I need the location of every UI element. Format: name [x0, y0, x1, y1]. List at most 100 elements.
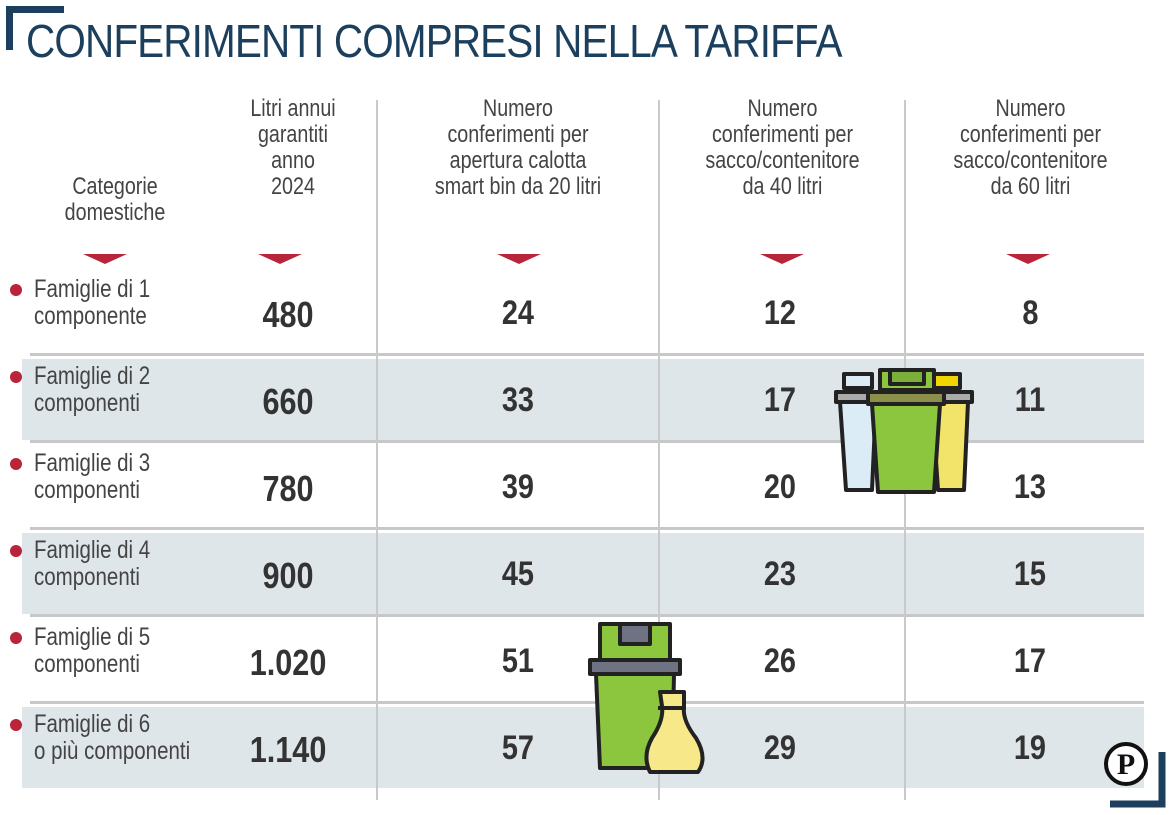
row-divider — [30, 701, 1144, 704]
row-divider — [30, 527, 1144, 530]
header-arrow — [258, 254, 302, 264]
cell-value: 480 — [262, 294, 314, 335]
category-line: Famiglie di 2 — [34, 362, 151, 390]
column-divider — [376, 100, 378, 800]
cell-sacco40: 20 — [710, 468, 850, 507]
category-line: componente — [34, 302, 147, 330]
header-categorie: Categorie domestiche — [30, 174, 200, 226]
publisher-logo-icon: P — [1104, 742, 1166, 808]
header-smart20: Numero conferimenti per apertura calotta… — [378, 96, 658, 200]
column-divider — [658, 100, 660, 800]
recycling-bins-icon — [834, 368, 974, 494]
header-line: domestiche — [64, 199, 166, 226]
header-arrow — [497, 254, 541, 264]
cell-value: 17 — [763, 381, 797, 419]
cell-value: 45 — [501, 555, 535, 593]
cell-value: 11 — [1014, 381, 1046, 419]
cell-smart20: 24 — [448, 294, 588, 333]
cell-litri: 660 — [218, 381, 358, 423]
cell-value: 1.140 — [249, 729, 327, 770]
cell-sacco40: 23 — [710, 555, 850, 594]
table-row — [22, 533, 1144, 614]
cell-value: 780 — [262, 468, 314, 509]
cell-litri: 480 — [218, 294, 358, 336]
cell-smart20: 45 — [448, 555, 588, 594]
header-line: Categorie — [72, 173, 158, 200]
category-line: componenti — [34, 650, 140, 678]
header-line: da 40 litri — [742, 173, 823, 200]
header-line: sacco/contenitore — [705, 147, 860, 174]
header-line: 2024 — [271, 173, 315, 200]
cell-value: 24 — [501, 294, 535, 332]
cell-sacco60: 17 — [960, 642, 1100, 681]
cell-sacco40: 17 — [710, 381, 850, 420]
category-line: Famiglie di 5 — [34, 623, 151, 651]
cell-sacco60: 19 — [960, 729, 1100, 768]
category-line: Famiglie di 1 — [34, 275, 151, 303]
cell-value: 20 — [763, 468, 797, 506]
header-line: conferimenti per — [959, 121, 1102, 148]
cell-sacco40: 12 — [710, 294, 850, 333]
cell-value: 29 — [763, 729, 797, 767]
header-line: Numero — [747, 95, 818, 122]
category-label: Famiglie di 3 componenti — [34, 450, 176, 504]
header-arrow — [1006, 254, 1050, 264]
cell-sacco60: 13 — [960, 468, 1100, 507]
logo-letter: P — [1117, 748, 1135, 781]
row-divider — [30, 440, 1144, 443]
bullet-dot — [10, 632, 22, 644]
cell-litri: 780 — [218, 468, 358, 510]
cell-sacco60: 15 — [960, 555, 1100, 594]
category-line: Famiglie di 4 — [34, 536, 151, 564]
cell-value: 23 — [763, 555, 797, 593]
cell-value: 17 — [1013, 642, 1047, 680]
category-label: Famiglie di 2 componenti — [34, 363, 176, 417]
bullet-dot — [10, 719, 22, 731]
category-label: Famiglie di 4 componenti — [34, 537, 176, 591]
cell-smart20: 33 — [448, 381, 588, 420]
header-sacco60: Numero conferimenti per sacco/contenitor… — [908, 96, 1153, 200]
cell-value: 1.020 — [249, 642, 327, 683]
cell-value: 13 — [1013, 468, 1047, 506]
corner-bracket-top-left — [6, 6, 64, 50]
cell-value: 19 — [1013, 729, 1047, 767]
category-line: componenti — [34, 389, 140, 417]
row-divider — [30, 614, 1144, 617]
category-line: Famiglie di 6 — [34, 710, 151, 738]
header-line: sacco/contenitore — [953, 147, 1108, 174]
header-line: anno — [271, 147, 315, 174]
cell-value: 26 — [763, 642, 797, 680]
chart-title: CONFERIMENTI COMPRESI NELLA TARIFFA — [26, 15, 843, 67]
cell-value: 12 — [763, 294, 797, 332]
cell-value: 900 — [262, 555, 314, 596]
header-line: garantiti — [257, 121, 329, 148]
cell-value: 57 — [501, 729, 535, 767]
cell-value: 8 — [1021, 294, 1039, 332]
table-row — [22, 707, 1144, 788]
cell-smart20: 57 — [448, 729, 588, 768]
cell-value: 33 — [501, 381, 535, 419]
cell-smart20: 51 — [448, 642, 588, 681]
category-line: componenti — [34, 476, 140, 504]
bullet-dot — [10, 545, 22, 557]
row-divider — [30, 353, 1144, 356]
bullet-dot — [10, 458, 22, 470]
category-label: Famiglie di 5 componenti — [34, 624, 176, 678]
cell-sacco60: 8 — [960, 294, 1100, 333]
cell-value: 51 — [501, 642, 535, 680]
category-line: componenti — [34, 563, 140, 591]
category-line: o più componenti — [34, 737, 191, 765]
header-line: Numero — [482, 95, 553, 122]
header-sacco40: Numero conferimenti per sacco/contenitor… — [660, 96, 905, 200]
header-arrow — [760, 254, 804, 264]
bullet-dot — [10, 284, 22, 296]
trash-bin-and-bag-icon — [588, 622, 705, 774]
header-line: conferimenti per — [711, 121, 854, 148]
header-line: conferimenti per — [447, 121, 589, 148]
header-line: da 60 litri — [990, 173, 1071, 200]
category-line: Famiglie di 3 — [34, 449, 151, 477]
cell-litri: 1.020 — [218, 642, 358, 684]
cell-litri: 900 — [218, 555, 358, 597]
cell-litri: 1.140 — [218, 729, 358, 771]
